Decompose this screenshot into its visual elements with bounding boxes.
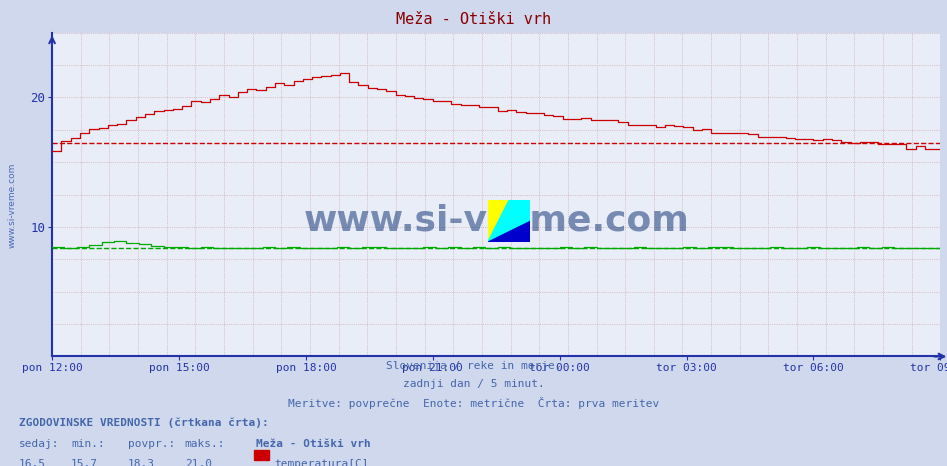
Text: Meža - Otiški vrh: Meža - Otiški vrh (256, 439, 370, 449)
Text: Meža - Otiški vrh: Meža - Otiški vrh (396, 12, 551, 27)
Polygon shape (488, 221, 530, 242)
Polygon shape (488, 200, 509, 242)
Text: temperatura[C]: temperatura[C] (275, 459, 369, 466)
Text: 16,5: 16,5 (19, 459, 46, 466)
Text: maks.:: maks.: (185, 439, 225, 449)
Text: ZGODOVINSKE VREDNOSTI (črtkana črta):: ZGODOVINSKE VREDNOSTI (črtkana črta): (19, 417, 269, 428)
Text: Slovenija / reke in morje.: Slovenija / reke in morje. (385, 361, 562, 371)
Text: zadnji dan / 5 minut.: zadnji dan / 5 minut. (402, 379, 545, 389)
Text: min.:: min.: (71, 439, 105, 449)
Text: 15,7: 15,7 (71, 459, 98, 466)
Text: www.si-vreme.com: www.si-vreme.com (8, 162, 17, 248)
Text: povpr.:: povpr.: (128, 439, 175, 449)
Text: www.si-vreme.com: www.si-vreme.com (303, 204, 689, 238)
Polygon shape (488, 200, 530, 242)
Text: 21,0: 21,0 (185, 459, 212, 466)
Text: Meritve: povprečne  Enote: metrične  Črta: prva meritev: Meritve: povprečne Enote: metrične Črta:… (288, 397, 659, 409)
Text: sedaj:: sedaj: (19, 439, 60, 449)
Text: 18,3: 18,3 (128, 459, 155, 466)
